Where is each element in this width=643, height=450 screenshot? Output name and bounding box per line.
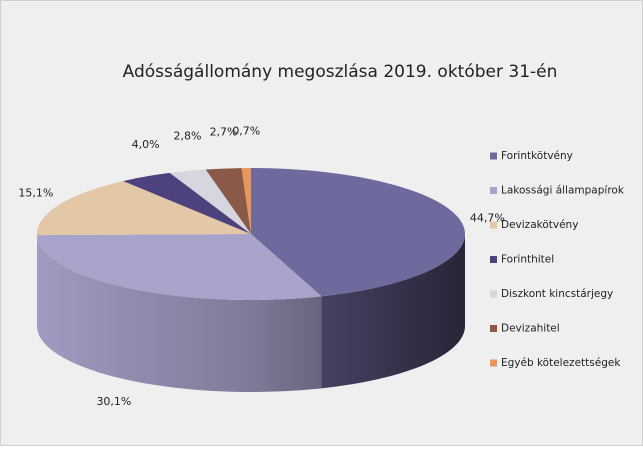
legend-label: Diszkont kincstárjegy	[501, 288, 613, 300]
data-label: 4,0%	[132, 138, 160, 151]
legend-swatch	[490, 325, 497, 332]
legend-label: Forintkötvény	[501, 150, 573, 162]
legend-swatch	[490, 153, 497, 160]
legend-swatch	[490, 187, 497, 194]
chart-title: Adósságállomány megoszlása 2019. október…	[123, 62, 558, 82]
data-label: 2,8%	[174, 129, 202, 142]
data-label: 30,1%	[96, 395, 131, 408]
data-label: 0,7%	[232, 125, 260, 138]
legend-label: Lakossági állampapírok	[501, 185, 625, 197]
legend-label: Devizahitel	[501, 323, 560, 335]
legend-swatch	[490, 222, 497, 229]
data-label: 44,7%	[470, 212, 505, 225]
legend-swatch	[490, 360, 497, 367]
legend-label: Devizakötvény	[501, 219, 578, 231]
legend-label: Egyéb kötelezettségek	[501, 357, 621, 369]
legend-label: Forinthitel	[501, 254, 554, 266]
legend-swatch	[490, 291, 497, 298]
legend-swatch	[490, 256, 497, 263]
data-label: 15,1%	[18, 186, 53, 199]
